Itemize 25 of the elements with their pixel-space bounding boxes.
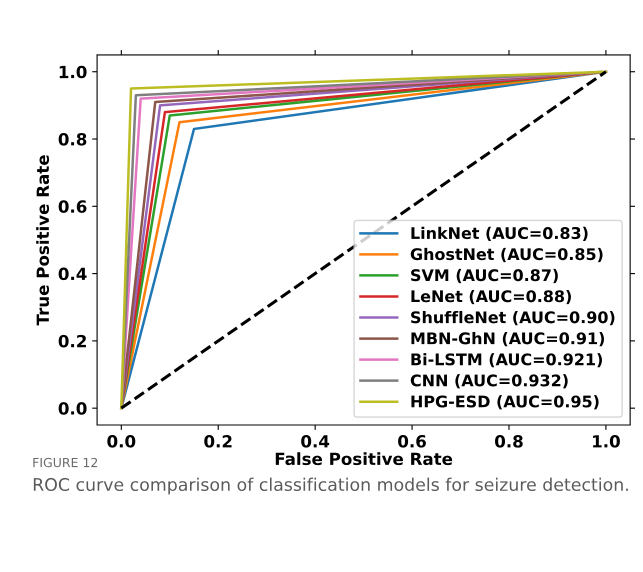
x-tick-label: 0.4 bbox=[301, 435, 330, 448]
y-tick-label: 0.0 bbox=[58, 402, 87, 415]
legend-label: SVM (AUC=0.87) bbox=[411, 268, 558, 284]
x-tick-label: 0.6 bbox=[398, 435, 426, 448]
caption: FIGURE 12 bbox=[33, 458, 98, 468]
legend-label: ShuffleNet (AUC=0.90) bbox=[411, 310, 614, 326]
x-tick-label: 0.2 bbox=[204, 435, 232, 448]
legend-label: MBN-GhN (AUC=0.91) bbox=[411, 332, 604, 346]
legend-label: CNN (AUC=0.932) bbox=[410, 374, 568, 388]
legend-label: Bi-LSTM (AUC=0.921) bbox=[411, 353, 602, 368]
legend-label: LeNet (AUC=0.88) bbox=[411, 290, 571, 304]
y-tick-label: 1.0 bbox=[60, 66, 87, 78]
x-axis-title: False Positive Rate bbox=[276, 452, 452, 466]
legend-label: GhostNet (AUC=0.85) bbox=[410, 248, 603, 262]
legend-label: HPG-ESD (AUC=0.95) bbox=[411, 395, 599, 410]
y-tick-label: 0.2 bbox=[58, 334, 86, 348]
x-tick-label: 0.0 bbox=[107, 435, 136, 448]
legend-label: LinkNet (AUC=0.83) bbox=[411, 226, 588, 242]
y-tick-label: 0.6 bbox=[58, 200, 86, 213]
y-tick-label: 0.8 bbox=[58, 132, 86, 146]
x-tick-label: 0.8 bbox=[495, 435, 523, 448]
y-axis-title: True Positive Rate bbox=[36, 155, 50, 326]
x-tick-label: 1.0 bbox=[593, 435, 620, 448]
y-tick-label: 0.4 bbox=[58, 268, 87, 280]
text: ROC curve comparison of classification models for seizure detection. bbox=[34, 478, 628, 494]
